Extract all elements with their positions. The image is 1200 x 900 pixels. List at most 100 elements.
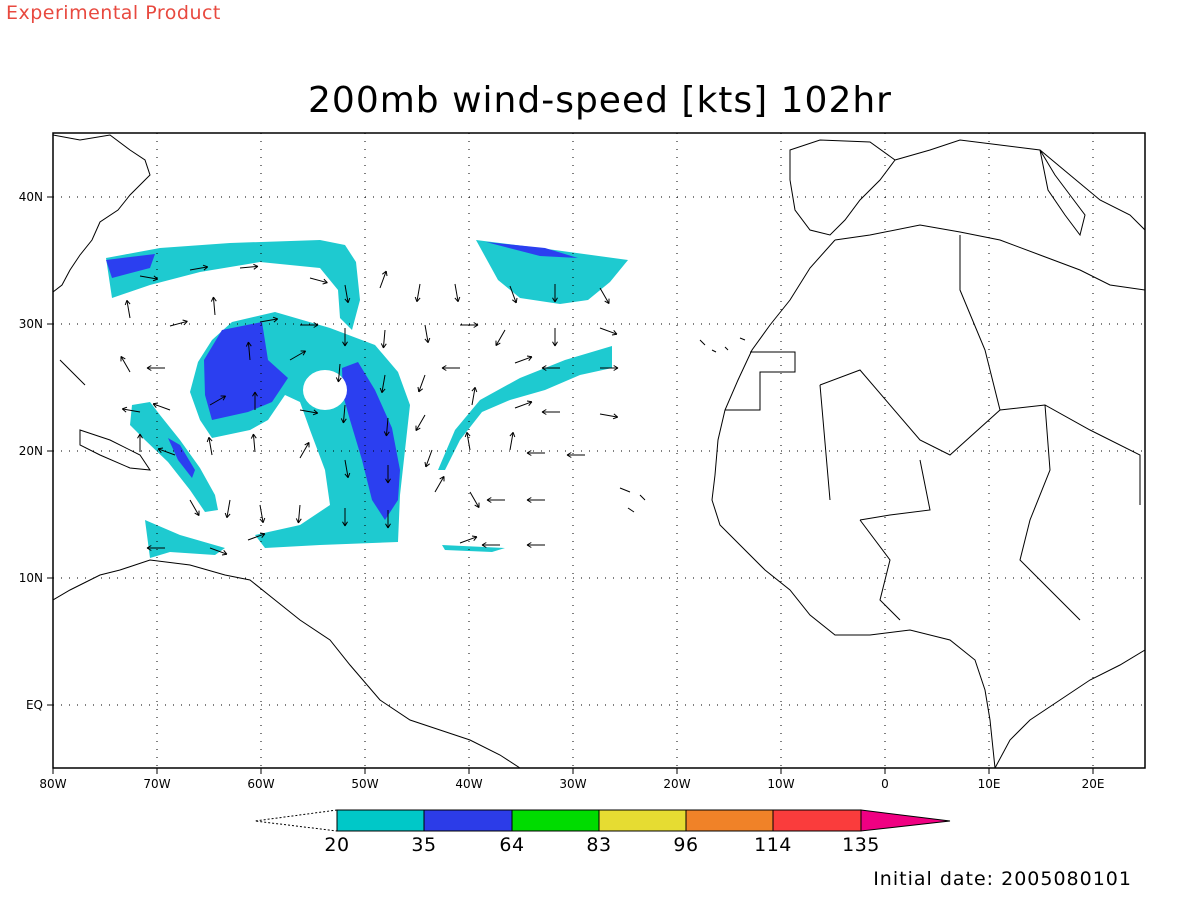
wind-vector-head: [418, 388, 424, 393]
wind-vector-head: [344, 298, 349, 304]
wind-vector-head: [335, 377, 339, 383]
wind-vector-head: [486, 499, 492, 503]
wind-vector-head: [526, 497, 532, 501]
wind-vector: [344, 459, 349, 478]
wind-vector-head: [245, 341, 249, 347]
wind-vector-head: [473, 322, 479, 326]
wind-vector-head: [526, 499, 532, 503]
wind-vector: [599, 287, 610, 304]
wind-vector-head: [554, 341, 558, 347]
wind-vector-head: [495, 342, 501, 347]
wind-vector: [495, 329, 506, 346]
colorbar: [254, 809, 951, 832]
wind-vector: [259, 504, 264, 523]
wind-vector-head: [613, 413, 619, 418]
wind-vector-head: [454, 297, 459, 303]
lat-lon-grid: [53, 133, 1145, 768]
wind-vector: [514, 401, 533, 409]
wind-vector-head: [613, 367, 619, 371]
coast-north-america: [53, 134, 151, 293]
shade-region-ne-band: [476, 240, 628, 304]
wind-vector: [509, 432, 514, 451]
wind-vector: [509, 285, 517, 304]
wind-vector-head: [415, 427, 421, 432]
wind-vector-head: [526, 542, 532, 546]
coast-florida-cuba: [59, 359, 152, 471]
wind-vector-head: [137, 433, 141, 439]
wind-vector-head: [424, 461, 427, 467]
wind-vector: [212, 297, 216, 316]
wind-vector-head: [604, 300, 610, 305]
wind-vector-head: [183, 320, 188, 326]
wind-vector-head: [313, 324, 319, 328]
wind-vector: [299, 442, 310, 459]
coast-italy: [1039, 149, 1086, 237]
wind-vector: [469, 491, 480, 508]
wind-vector: [466, 432, 471, 451]
wind-vector-head: [253, 263, 259, 267]
wind-vector-head: [474, 387, 478, 393]
wind-vector-head: [566, 454, 572, 458]
wind-vector-head: [526, 400, 532, 403]
lon-tick-label: 80W: [39, 777, 66, 791]
lon-tick-label: 10E: [978, 777, 1001, 791]
wind-vector-head: [158, 447, 164, 450]
wind-vector-head: [252, 433, 257, 439]
wind-vector: [299, 409, 318, 414]
wind-vector-head: [252, 391, 256, 397]
wind-vector-head: [439, 475, 445, 480]
wind-vector: [425, 449, 433, 468]
wind-vector-head: [541, 409, 547, 413]
wind-vector-head: [146, 365, 152, 369]
wind-vector-head: [126, 299, 131, 305]
wind-vector-head: [337, 377, 342, 383]
wind-vector-head: [344, 341, 348, 347]
shade-region-west-band: [130, 402, 218, 512]
wind-vector: [169, 320, 188, 327]
wind-vector: [424, 324, 429, 343]
lon-tick-label: 20W: [663, 777, 690, 791]
wind-vector-head: [153, 275, 159, 280]
wind-vector-head: [474, 504, 480, 509]
wind-vector-head: [322, 282, 328, 285]
wind-vector-head: [259, 518, 264, 524]
shade-region-east-strip: [442, 545, 505, 552]
wind-vector-head: [120, 355, 126, 360]
wind-vector-head: [552, 297, 556, 303]
shade-region-vortex-dark-east: [342, 362, 400, 520]
wind-vector-head: [471, 535, 477, 538]
lat-tick-label: 40N: [19, 190, 43, 204]
wind-vector-head: [552, 341, 556, 347]
wind-vector: [189, 499, 200, 516]
wind-vector-head: [212, 296, 217, 302]
wind-vector-head: [511, 299, 517, 304]
wind-vector: [259, 318, 278, 323]
colorbar-label: 96: [673, 834, 699, 856]
wind-vector: [152, 403, 171, 411]
wind-vector: [297, 504, 301, 523]
wind-vector-head: [554, 297, 558, 303]
wind-vector-head: [182, 319, 188, 322]
colorbar-label: 64: [499, 834, 525, 856]
wind-vector-head: [340, 418, 344, 424]
wind-vector-head: [613, 365, 619, 369]
wind-vector: [418, 374, 426, 393]
wind-vector: [514, 356, 533, 364]
wind-vector-head: [509, 431, 514, 437]
wind-vector-head: [254, 391, 258, 397]
wind-speed-shading: [106, 240, 628, 558]
shade-region-ne-dark: [486, 242, 578, 258]
lon-tick-labels: 80W 70W 60W 50W 40W 30W 20W 10W 0 10E 20…: [39, 777, 1104, 791]
wind-vector-head: [541, 411, 547, 415]
experimental-product-label: Experimental Product: [6, 2, 221, 24]
wind-vector-head: [261, 533, 266, 539]
wind-vector-head: [566, 452, 572, 456]
coast-south-america: [119, 559, 521, 768]
lon-tick-label: 60W: [247, 777, 274, 791]
wind-vector-head: [414, 296, 418, 302]
wind-vector: [385, 417, 389, 436]
wind-vector-head: [202, 264, 208, 268]
wind-vector-head: [297, 518, 302, 524]
wind-vector-head: [259, 532, 265, 535]
wind-vector: [209, 547, 228, 555]
